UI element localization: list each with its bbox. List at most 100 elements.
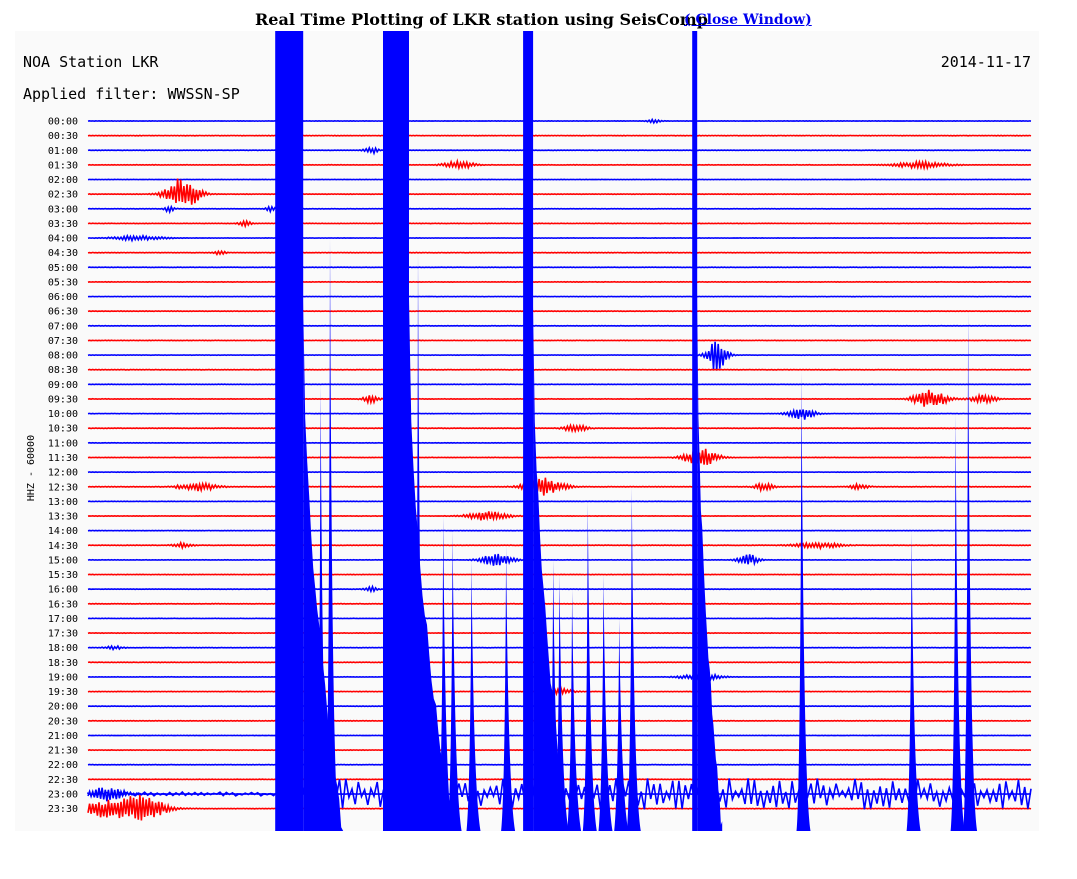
row-time-label: 10:00	[48, 409, 78, 420]
aftershock-spike	[626, 486, 641, 831]
row-time-label: 17:00	[48, 614, 78, 625]
trace-row-1330	[87, 510, 1032, 522]
row-time-label: 02:00	[48, 175, 78, 186]
aftershock-spike	[325, 238, 339, 831]
saturated-coda	[303, 301, 344, 831]
row-time-label: 00:00	[48, 117, 78, 128]
saturated-coda	[533, 306, 569, 831]
row-time-label: 08:00	[48, 351, 78, 362]
row-time-label: 19:30	[48, 687, 78, 698]
row-time-label: 06:30	[48, 307, 78, 318]
saturated-signal	[692, 31, 698, 831]
aftershock-spike	[447, 530, 462, 831]
trace-row-0530	[87, 280, 1032, 284]
row-time-label: 00:30	[48, 131, 78, 142]
trace-row-0300	[87, 204, 1032, 215]
row-time-label: 23:30	[48, 804, 78, 815]
row-time-label: 03:30	[48, 219, 78, 230]
trace-row-0330	[87, 218, 1032, 229]
trace-row-0830	[87, 368, 1032, 371]
row-time-label: 23:00	[48, 790, 78, 801]
aftershock-spike	[906, 530, 921, 831]
close-window-link[interactable]: ( Close Window)	[684, 12, 812, 28]
row-time-label: 14:30	[48, 541, 78, 552]
page-header: Real Time Plotting of LKR station using …	[0, 8, 1077, 34]
aftershock-band	[87, 777, 1032, 810]
row-time-label: 08:30	[48, 365, 78, 376]
row-time-label: 03:00	[48, 204, 78, 215]
trace-row-0000	[87, 117, 1032, 125]
row-time-label: 01:00	[48, 146, 78, 157]
row-time-label: 16:00	[48, 585, 78, 596]
aftershock-spike	[438, 516, 453, 831]
trace-row-0030	[87, 134, 1032, 137]
aftershock-spike	[413, 252, 427, 831]
trace-row-0230	[87, 178, 1032, 205]
saturated-signal	[275, 31, 304, 831]
aftershock-spike	[315, 384, 330, 831]
row-time-label: 04:30	[48, 248, 78, 259]
aftershock-spike	[582, 501, 597, 831]
aftershock-spike	[554, 574, 569, 831]
row-time-label: 18:00	[48, 643, 78, 654]
row-time-label: 05:30	[48, 277, 78, 288]
trace-row-1230	[87, 477, 1032, 496]
row-time-label: 13:00	[48, 497, 78, 508]
aftershock-spike	[963, 311, 978, 831]
trace-row-0100	[87, 145, 1032, 156]
row-time-label: 11:00	[48, 438, 78, 449]
trace-row-1000	[87, 407, 1032, 420]
row-label-group: 00:00 00:30 01:00 01:30 02:00 02:30 03:00 03:30…	[48, 117, 78, 816]
row-time-label: 01:30	[48, 160, 78, 171]
row-time-label: 21:00	[48, 731, 78, 742]
y-axis-label: HHZ - 60000	[26, 435, 37, 501]
trace-row-0430	[87, 249, 1032, 257]
row-time-label: 07:30	[48, 336, 78, 347]
row-time-label: 06:00	[48, 292, 78, 303]
row-time-label: 12:00	[48, 468, 78, 479]
row-time-label: 02:30	[48, 190, 78, 201]
filter-label: Applied filter: WWSSN-SP	[23, 85, 240, 103]
row-time-label: 17:30	[48, 629, 78, 640]
row-time-label: 16:30	[48, 599, 78, 610]
trace-row-0800	[87, 341, 1032, 371]
aftershock-spike	[950, 413, 965, 831]
row-time-label: 07:00	[48, 321, 78, 332]
row-time-label: 04:00	[48, 234, 78, 245]
aftershock-spike	[796, 369, 811, 831]
aftershock-spike	[598, 574, 613, 831]
row-time-label: 05:00	[48, 263, 78, 274]
row-time-label: 11:30	[48, 453, 78, 464]
row-time-label: 14:00	[48, 526, 78, 537]
row-time-label: 15:00	[48, 555, 78, 566]
trace-row-0400	[87, 233, 1032, 243]
row-time-label: 21:30	[48, 746, 78, 757]
row-time-label: 22:30	[48, 775, 78, 786]
row-time-label: 10:30	[48, 424, 78, 435]
aftershock-spike	[567, 589, 582, 831]
row-time-label: 18:30	[48, 658, 78, 669]
trace-row-0930	[87, 389, 1032, 407]
date-label: 2014-11-17	[941, 53, 1031, 71]
row-time-label: 12:30	[48, 482, 78, 493]
row-time-label: 20:00	[48, 702, 78, 713]
row-time-label: 22:00	[48, 760, 78, 771]
station-label: NOA Station LKR	[23, 53, 159, 71]
trace-row-0130	[87, 158, 1032, 171]
saturated-coda	[697, 291, 723, 831]
saturated-signal	[523, 31, 534, 831]
trace-row-1430	[87, 540, 1032, 551]
trace-row-0630	[87, 310, 1032, 313]
aftershock-spike	[548, 559, 563, 831]
trace-row-1130	[87, 448, 1032, 465]
row-time-label: 13:30	[48, 512, 78, 523]
saturated-signal	[383, 31, 409, 831]
page-title: Real Time Plotting of LKR station using …	[255, 10, 708, 29]
row-time-label: 09:00	[48, 380, 78, 391]
trace-row-0730	[87, 339, 1032, 342]
aftershock-spike	[501, 545, 516, 831]
row-time-label: 19:00	[48, 672, 78, 683]
row-time-label: 20:30	[48, 716, 78, 727]
row-time-label: 15:30	[48, 570, 78, 581]
trace-group	[87, 31, 1032, 831]
